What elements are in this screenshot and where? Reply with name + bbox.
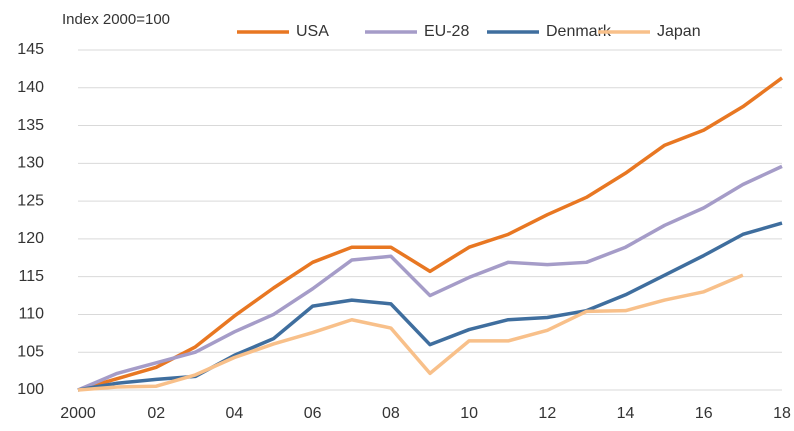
y-tick-label: 145: [17, 41, 44, 58]
y-tick-label: 130: [17, 155, 44, 172]
series-line: [77, 164, 783, 392]
y-tick-label: 140: [17, 79, 44, 96]
x-tick-label: 14: [617, 405, 635, 422]
x-tick-label: 08: [382, 405, 400, 422]
legend-label: Japan: [657, 23, 701, 40]
y-tick-label: 100: [17, 381, 44, 398]
y-tick-label: 125: [17, 192, 44, 209]
x-tick-label: 12: [538, 405, 556, 422]
x-tick-label: 2000: [60, 405, 96, 422]
x-tick-label: 06: [304, 405, 322, 422]
legend-label: EU-28: [424, 23, 469, 40]
y-axis-label: Index 2000=100: [62, 11, 170, 28]
y-tick-label: 105: [17, 343, 44, 360]
x-tick-label: 10: [460, 405, 478, 422]
y-tick-label: 120: [17, 230, 44, 247]
legend-label: Denmark: [546, 23, 612, 40]
x-tick-label: 16: [695, 405, 713, 422]
series-line: [77, 76, 784, 392]
y-tick-label: 135: [17, 117, 44, 134]
x-tick-label: 18: [773, 405, 791, 422]
x-tick-label: 02: [147, 405, 165, 422]
y-tick-label: 110: [18, 306, 44, 323]
y-tick-label: 115: [18, 268, 44, 285]
legend-label: USA: [296, 23, 329, 40]
series-line: [77, 273, 744, 392]
x-tick-label: 04: [226, 405, 244, 422]
series-line: [77, 221, 783, 392]
